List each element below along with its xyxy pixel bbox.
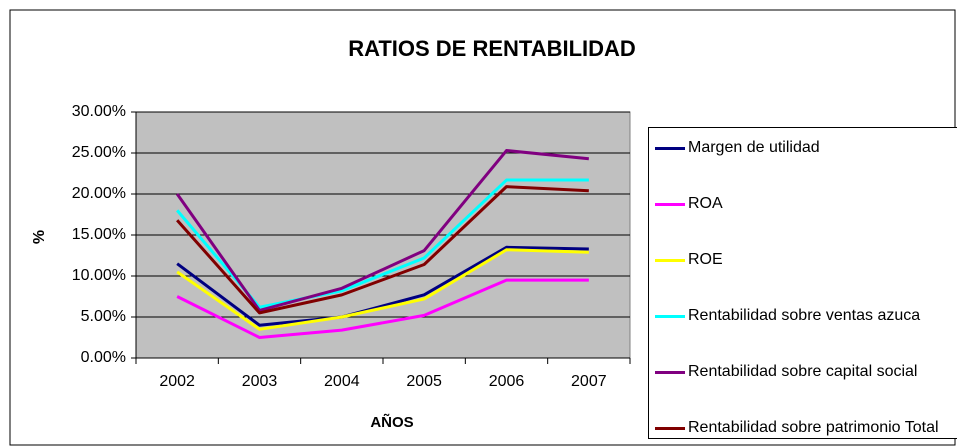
- y-tick-label: 10.00%: [72, 267, 126, 284]
- x-axis-label: AÑOS: [370, 413, 413, 431]
- legend-label: ROA: [688, 195, 723, 212]
- y-axis-label: %: [31, 230, 48, 244]
- legend-entry: ROA: [655, 192, 723, 216]
- y-tick-label: 25.00%: [72, 144, 126, 161]
- legend-entry: Rentabilidad sobre ventas azuca: [655, 304, 920, 328]
- legend-entry: Rentabilidad sobre patrimonio Total: [655, 416, 950, 438]
- series-line: [176, 245, 589, 327]
- legend-entry: Rentabilidad sobre capital social: [655, 360, 917, 384]
- y-tick-label: 20.00%: [72, 185, 126, 202]
- x-tick-label: 2003: [242, 373, 278, 390]
- y-tick-label: 15.00%: [72, 226, 126, 243]
- legend-swatch: [655, 371, 685, 374]
- x-tick-label: 2006: [489, 373, 525, 390]
- legend-label: Rentabilidad sobre ventas azuca: [688, 307, 921, 324]
- x-tick-label: 2002: [159, 373, 195, 390]
- y-tick-label: 0.00%: [81, 349, 126, 366]
- series-line: [176, 248, 589, 331]
- legend: Margen de utilidad ROA ROE Rentabilidad sob…: [648, 127, 957, 439]
- legend-entry: Margen de utilidad: [655, 136, 820, 160]
- y-tick-label: 30.00%: [72, 103, 126, 120]
- legend-label: ROE: [688, 251, 723, 268]
- series-line: [176, 278, 589, 339]
- series-line: [176, 185, 589, 315]
- x-tick-label: 2004: [324, 373, 360, 390]
- legend-label: Rentabilidad sobre patrimonio Total: [688, 419, 939, 436]
- legend-swatch: [655, 259, 685, 262]
- chart-title: RATIOS DE RENTABILIDAD: [348, 36, 636, 61]
- legend-label: Rentabilidad sobre capital social: [688, 363, 918, 380]
- legend-swatch: [655, 315, 685, 318]
- legend-label: Margen de utilidad: [688, 139, 820, 156]
- legend-swatch: [655, 147, 685, 150]
- y-tick-label: 5.00%: [81, 308, 126, 325]
- x-tick-label: 2005: [406, 373, 442, 390]
- legend-swatch: [655, 427, 685, 430]
- legend-entry: ROE: [655, 248, 723, 272]
- legend-swatch: [655, 203, 685, 206]
- series-line: [175, 149, 589, 312]
- x-tick-label: 2007: [571, 373, 607, 390]
